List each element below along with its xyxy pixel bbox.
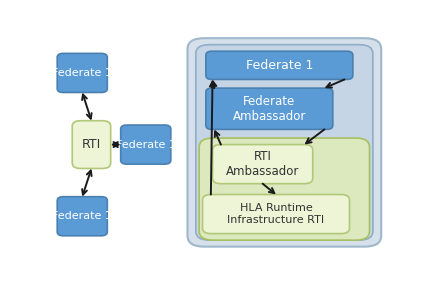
FancyBboxPatch shape	[199, 138, 369, 240]
Text: RTI: RTI	[82, 138, 101, 151]
FancyBboxPatch shape	[202, 195, 349, 233]
Text: Federate 1: Federate 1	[116, 140, 175, 149]
Text: HLA Runtime
Infrastructure RTI: HLA Runtime Infrastructure RTI	[227, 203, 324, 225]
FancyBboxPatch shape	[206, 88, 332, 129]
FancyBboxPatch shape	[206, 51, 352, 80]
FancyBboxPatch shape	[195, 45, 372, 240]
FancyBboxPatch shape	[72, 121, 111, 168]
Text: RTI
Ambassador: RTI Ambassador	[225, 150, 298, 178]
FancyBboxPatch shape	[57, 53, 107, 92]
Text: Federate 1: Federate 1	[52, 68, 112, 78]
Text: Federate 1: Federate 1	[52, 211, 112, 221]
FancyBboxPatch shape	[212, 145, 312, 184]
Text: Federate
Ambassador: Federate Ambassador	[232, 95, 305, 123]
FancyBboxPatch shape	[120, 125, 170, 164]
Text: Federate 1: Federate 1	[245, 59, 312, 72]
FancyBboxPatch shape	[187, 38, 381, 247]
FancyBboxPatch shape	[57, 197, 107, 236]
